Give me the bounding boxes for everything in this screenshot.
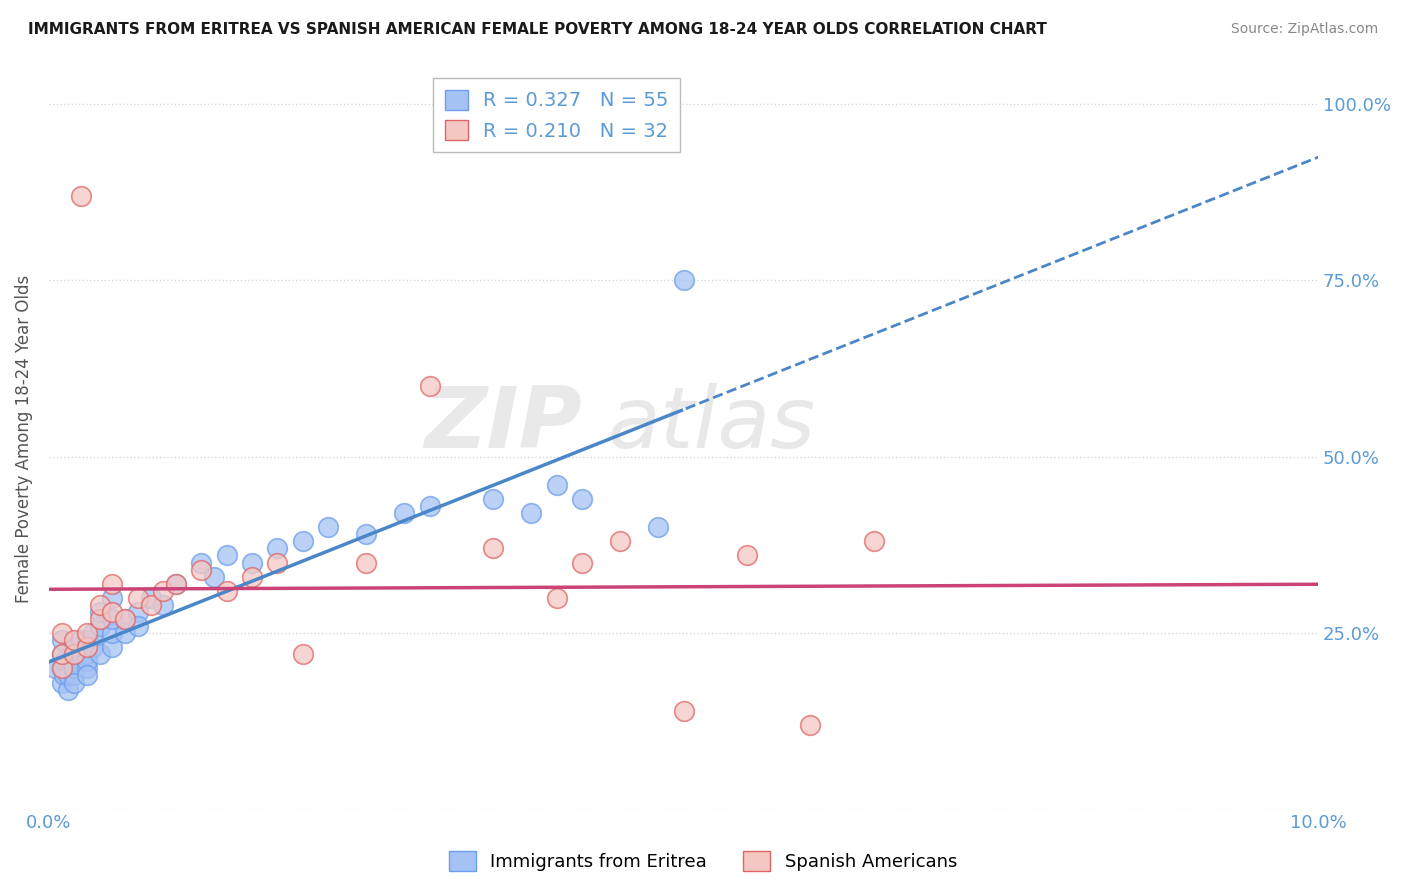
Legend: R = 0.327   N = 55, R = 0.210   N = 32: R = 0.327 N = 55, R = 0.210 N = 32: [433, 78, 681, 153]
Point: [63, 661, 86, 675]
Text: ZIP: ZIP: [425, 383, 582, 466]
Point: [82, 626, 104, 640]
Point: [190, 556, 212, 570]
Point: [101, 626, 124, 640]
Point: [63, 647, 86, 661]
Point: [356, 556, 378, 570]
Point: [114, 612, 136, 626]
Point: [89, 612, 111, 626]
Point: [63, 668, 86, 682]
Point: [571, 491, 593, 506]
Point: [69, 188, 91, 202]
Point: [51, 647, 73, 661]
Point: [152, 598, 174, 612]
Point: [735, 549, 758, 563]
Text: IMMIGRANTS FROM ERITREA VS SPANISH AMERICAN FEMALE POVERTY AMONG 18-24 YEAR OLDS: IMMIGRANTS FROM ERITREA VS SPANISH AMERI…: [28, 22, 1047, 37]
Point: [190, 563, 212, 577]
Point: [101, 605, 124, 619]
Point: [89, 647, 111, 661]
Point: [55, 654, 77, 668]
Point: [799, 718, 821, 732]
Point: [863, 534, 886, 549]
Point: [240, 556, 263, 570]
Point: [69, 647, 91, 661]
Text: atlas: atlas: [607, 383, 815, 466]
Point: [51, 626, 73, 640]
Point: [51, 675, 73, 690]
Point: [51, 647, 73, 661]
Point: [76, 668, 98, 682]
Point: [672, 273, 695, 287]
Point: [482, 541, 505, 556]
Point: [63, 661, 86, 675]
Point: [240, 569, 263, 583]
Point: [56, 682, 79, 697]
Point: [82, 640, 104, 655]
Point: [101, 640, 124, 655]
Point: [546, 478, 568, 492]
Point: [69, 633, 91, 648]
Point: [101, 576, 124, 591]
Legend: Immigrants from Eritrea, Spanish Americans: Immigrants from Eritrea, Spanish America…: [441, 844, 965, 879]
Point: [571, 556, 593, 570]
Point: [647, 520, 669, 534]
Point: [419, 499, 441, 513]
Point: [202, 569, 225, 583]
Point: [63, 654, 86, 668]
Point: [394, 506, 416, 520]
Point: [114, 612, 136, 626]
Point: [316, 520, 339, 534]
Point: [419, 379, 441, 393]
Point: [127, 619, 149, 633]
Point: [291, 534, 314, 549]
Point: [356, 527, 378, 541]
Point: [76, 654, 98, 668]
Point: [127, 591, 149, 605]
Point: [291, 647, 314, 661]
Point: [127, 605, 149, 619]
Point: [53, 668, 76, 682]
Point: [89, 598, 111, 612]
Point: [76, 661, 98, 675]
Point: [165, 576, 187, 591]
Point: [482, 491, 505, 506]
Point: [139, 598, 162, 612]
Point: [89, 605, 111, 619]
Point: [63, 633, 86, 648]
Point: [76, 647, 98, 661]
Point: [89, 619, 111, 633]
Point: [56, 668, 79, 682]
Point: [672, 704, 695, 718]
Point: [266, 556, 288, 570]
Point: [51, 661, 73, 675]
Point: [44, 661, 66, 675]
Point: [63, 647, 86, 661]
Point: [114, 626, 136, 640]
Point: [76, 626, 98, 640]
Point: [266, 541, 288, 556]
Point: [215, 549, 238, 563]
Point: [63, 675, 86, 690]
Point: [76, 640, 98, 655]
Point: [63, 640, 86, 655]
Point: [51, 661, 73, 675]
Text: Source: ZipAtlas.com: Source: ZipAtlas.com: [1230, 22, 1378, 37]
Point: [139, 591, 162, 605]
Point: [101, 591, 124, 605]
Y-axis label: Female Poverty Among 18-24 Year Olds: Female Poverty Among 18-24 Year Olds: [15, 275, 32, 603]
Point: [546, 591, 568, 605]
Point: [165, 576, 187, 591]
Point: [520, 506, 543, 520]
Point: [215, 583, 238, 598]
Point: [609, 534, 631, 549]
Point: [51, 633, 73, 648]
Point: [152, 583, 174, 598]
Point: [76, 633, 98, 648]
Point: [101, 612, 124, 626]
